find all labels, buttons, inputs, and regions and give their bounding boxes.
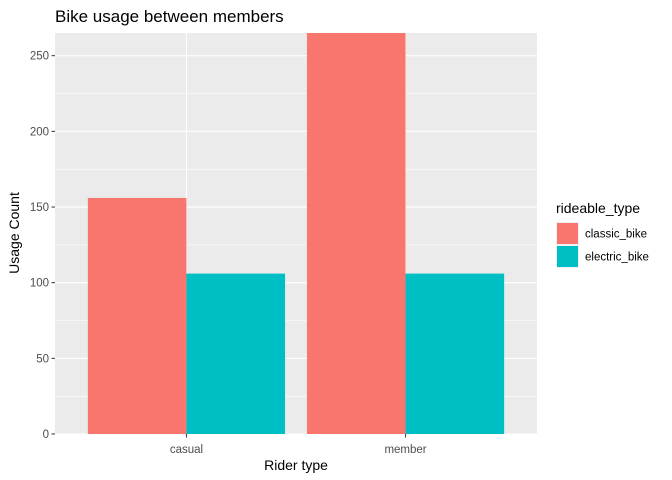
y-tick-label: 150 <box>30 202 49 214</box>
y-tick-label: 0 <box>43 429 49 441</box>
x-axis-title: Rider type <box>264 457 328 473</box>
legend: rideable_type classic_bike electric_bike <box>556 200 649 268</box>
legend-key-classic_bike <box>557 223 578 244</box>
legend-label-electric_bike: electric_bike <box>585 252 649 264</box>
x-tick-label: member <box>384 444 426 456</box>
legend-label-classic_bike: classic_bike <box>585 229 647 241</box>
chart-title: Bike usage between members <box>55 7 284 26</box>
bar-classic_bike-member <box>306 33 406 434</box>
y-tick-label: 50 <box>36 353 49 365</box>
legend-title: rideable_type <box>556 200 640 216</box>
y-tick-label: 200 <box>30 126 49 138</box>
bar-electric_bike-member <box>405 273 505 434</box>
legend-key-electric_bike <box>557 246 578 267</box>
y-tick-label: 100 <box>30 278 49 290</box>
y-tick-label: 250 <box>30 51 49 63</box>
bar-electric_bike-casual <box>186 273 286 434</box>
x-axis: casual member <box>170 434 427 456</box>
y-axis: 0 50 100 150 200 250 <box>30 51 55 441</box>
bar-classic_bike-casual <box>87 197 187 434</box>
y-axis-title: Usage Count <box>6 192 22 274</box>
bars <box>87 33 505 434</box>
x-tick-label: casual <box>170 444 203 456</box>
